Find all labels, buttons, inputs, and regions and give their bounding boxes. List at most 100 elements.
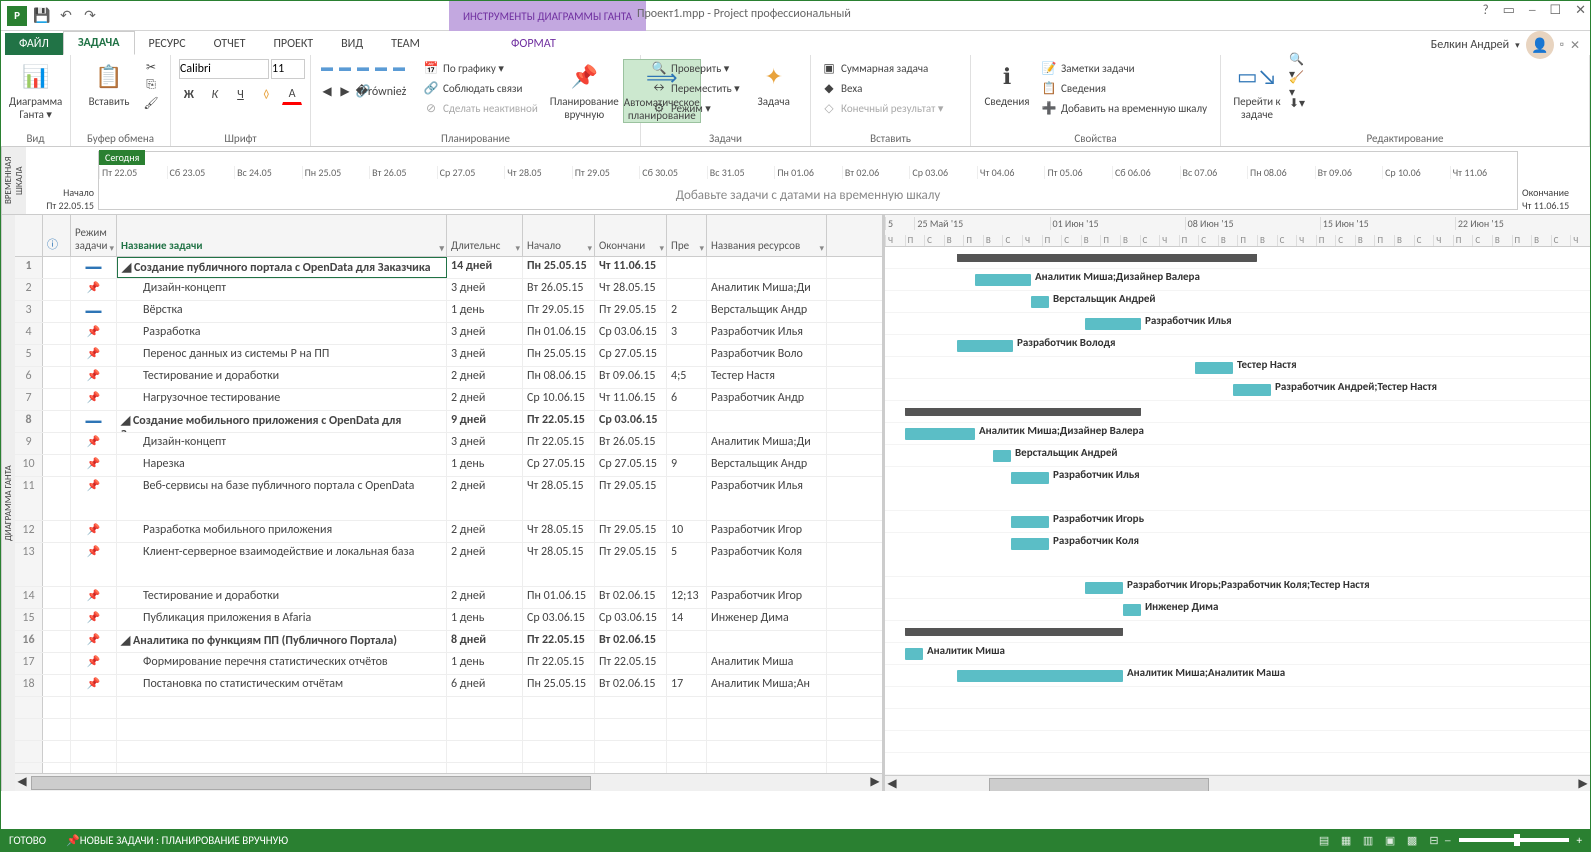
table-row[interactable]: 16◢ Аналитика по функциям ПП (Публичного… xyxy=(15,631,882,653)
ribbon-collapse-icon[interactable]: ▭ xyxy=(1503,3,1515,18)
table-row[interactable]: 12Разработка мобильного приложения2 дней… xyxy=(15,521,882,543)
gantt-row[interactable]: Аналитик Миша;Дизайнер Валера xyxy=(885,269,1590,291)
table-row[interactable]: 3Вёрстка1 деньПт 29.05.15Пт 29.05.152Вер… xyxy=(15,301,882,323)
gantt-row[interactable]: Разработчик Володя xyxy=(885,335,1590,357)
table-row[interactable]: 13Клиент-серверное взаимодействие и лока… xyxy=(15,543,882,587)
table-row[interactable]: 7Нагрузочное тестирование2 днейСр 10.06.… xyxy=(15,389,882,411)
gantt-row[interactable]: Разработчик Игорь;Разработчик Коля;Тесте… xyxy=(885,577,1590,599)
move-button[interactable]: ↔Переместить ▾ xyxy=(649,79,742,97)
table-row[interactable]: 17Формирование перечня статистических от… xyxy=(15,653,882,675)
col-row-num[interactable] xyxy=(15,215,43,256)
col-duration[interactable]: Длительнс▾ xyxy=(447,215,523,256)
maximize-icon[interactable]: ☐ xyxy=(1549,3,1561,18)
view-team-icon[interactable]: ▥ xyxy=(1357,831,1379,849)
timeline-track[interactable]: Сегодня Пт 22.05Сб 23.05Вс 24.05Пн 25.05… xyxy=(98,151,1518,210)
indent-icon[interactable]: ▶ xyxy=(337,83,353,99)
view-usage-icon[interactable]: ▦ xyxy=(1335,831,1357,849)
table-row[interactable]: 5Перенос данных из системы Р на ПП3 дней… xyxy=(15,345,882,367)
gantt-row[interactable]: Разработчик Игорь xyxy=(885,511,1590,533)
shortcut-icon[interactable]: ⊟ xyxy=(1423,831,1445,849)
col-name[interactable]: Название задачи▾ xyxy=(117,215,447,256)
gantt-row[interactable]: Аналитик Миша;Аналитик Маша xyxy=(885,665,1590,687)
paste-button[interactable]: 📋Вставить xyxy=(79,59,139,108)
save-icon[interactable]: 💾 xyxy=(33,7,51,25)
window-close-icon[interactable]: ✕ xyxy=(1570,38,1580,53)
bold-button[interactable]: Ж xyxy=(179,85,199,105)
format-painter-icon[interactable]: 🖌 xyxy=(143,95,159,111)
clear-icon[interactable]: 🧹▾ xyxy=(1289,77,1305,93)
tab-view[interactable]: ВИД xyxy=(327,33,377,55)
font-size-input[interactable] xyxy=(271,59,305,79)
col-pred[interactable]: Пре▾ xyxy=(667,215,707,256)
manual-schedule-button[interactable]: 📌Планирование вручную xyxy=(550,59,619,121)
gantt-row[interactable] xyxy=(885,247,1590,269)
gantt-body[interactable]: Аналитик Миша;Дизайнер ВалераВерстальщик… xyxy=(885,247,1590,775)
fill-color-button[interactable]: ◊ xyxy=(256,85,276,105)
tab-report[interactable]: ОТЧЕТ xyxy=(200,33,260,55)
tab-team[interactable]: TEAM xyxy=(377,33,434,55)
respect-links-button[interactable]: 🔗Соблюдать связи xyxy=(421,79,540,97)
gantt-row[interactable]: Аналитик Миша;Дизайнер Валера xyxy=(885,423,1590,445)
view-sheet-icon[interactable]: ▣ xyxy=(1379,831,1401,849)
zoom-slider[interactable] xyxy=(1459,838,1569,842)
table-row[interactable]: 8◢ Создание мобильного приложения с Open… xyxy=(15,411,882,433)
table-row[interactable]: 1◢ Создание публичного портала с OpenDat… xyxy=(15,257,882,279)
tab-resource[interactable]: РЕСУРС xyxy=(135,33,200,55)
tab-file[interactable]: ФАЙЛ xyxy=(5,33,63,55)
task-button[interactable]: ✦Задача xyxy=(746,59,802,108)
fill-icon[interactable]: ⬇▾ xyxy=(1289,95,1305,111)
col-info[interactable]: ⓘ xyxy=(43,215,71,256)
gantt-row[interactable] xyxy=(885,621,1590,643)
grid-h-scrollbar[interactable]: ◀▶ xyxy=(15,773,882,791)
outdent-icon[interactable]: ◀ xyxy=(319,83,335,99)
details-button[interactable]: 📋Сведения xyxy=(1039,79,1209,97)
deliverable-button[interactable]: ◇Конечный результат ▾ xyxy=(819,99,945,117)
gantt-row[interactable]: Разработчик Илья xyxy=(885,313,1590,335)
gantt-h-scrollbar[interactable]: ◀▶ xyxy=(885,775,1590,791)
undo-icon[interactable]: ↶ xyxy=(57,7,75,25)
help-icon[interactable]: ? xyxy=(1483,3,1489,18)
inactivate-button[interactable]: ⊘Сделать неактивной xyxy=(421,99,540,117)
gantt-row[interactable]: Разработчик Андрей;Тестер Настя xyxy=(885,379,1590,401)
gantt-row[interactable]: Аналитик Миша xyxy=(885,643,1590,665)
window-restore-icon[interactable]: ▫ xyxy=(1560,38,1564,52)
tab-project[interactable]: ПРОЕКТ xyxy=(259,33,327,55)
gantt-row[interactable] xyxy=(885,401,1590,423)
view-gantt-icon[interactable]: ▤ xyxy=(1313,831,1335,849)
table-row[interactable]: 10Нарезка1 деньСр 27.05.15Ср 27.05.159Ве… xyxy=(15,455,882,477)
col-finish[interactable]: Окончани▾ xyxy=(595,215,667,256)
table-row[interactable]: 2Дизайн-концепт3 днейВт 26.05.15Чт 28.05… xyxy=(15,279,882,301)
scroll-to-task-button[interactable]: ▭↘Перейти к задаче xyxy=(1229,59,1285,121)
table-row[interactable]: 14Тестирование и доработки2 днейПн 01.06… xyxy=(15,587,882,609)
gantt-row[interactable]: Разработчик Коля xyxy=(885,533,1590,577)
redo-icon[interactable]: ↷ xyxy=(81,7,99,25)
gantt-chart-button[interactable]: 📊Диаграмма Ганта ▾ xyxy=(9,59,62,121)
zoom-in-icon[interactable]: + xyxy=(1577,834,1582,847)
milestone-button[interactable]: ◆Веха xyxy=(819,79,945,97)
information-button[interactable]: ℹСведения xyxy=(979,59,1035,108)
view-report-icon[interactable]: ▩ xyxy=(1401,831,1423,849)
table-row[interactable]: 11Веб-сервисы на базе публичного портала… xyxy=(15,477,882,521)
tab-task[interactable]: ЗАДАЧА xyxy=(63,31,135,55)
underline-button[interactable]: Ч xyxy=(231,85,251,105)
tab-format[interactable]: ФОРМАТ xyxy=(497,33,570,55)
minimize-icon[interactable]: ─ xyxy=(1529,3,1536,18)
table-row[interactable]: 4Разработка3 днейПн 01.06.15Ср 03.06.153… xyxy=(15,323,882,345)
copy-icon[interactable]: ⎘ xyxy=(143,77,159,93)
mark-on-track-button[interactable]: 📅По графику ▾ xyxy=(421,59,540,77)
gantt-row[interactable]: Тестер Настя xyxy=(885,357,1590,379)
unlink-tasks-icon[interactable]: �również xyxy=(373,83,389,99)
col-mode[interactable]: Режим задачи▾ xyxy=(71,215,117,256)
font-color-button[interactable]: A xyxy=(282,85,302,105)
add-to-timeline-button[interactable]: ➕Добавить на временную шкалу xyxy=(1039,99,1209,117)
summary-task-button[interactable]: ▣Суммарная задача xyxy=(819,59,945,77)
gantt-row[interactable]: Разработчик Илья xyxy=(885,467,1590,511)
col-resources[interactable]: Названия ресурсов▾ xyxy=(707,215,827,256)
notes-button[interactable]: 📝Заметки задачи xyxy=(1039,59,1209,77)
gantt-row[interactable]: Инженер Дима xyxy=(885,599,1590,621)
italic-button[interactable]: К xyxy=(205,85,225,105)
inspect-button[interactable]: 🔍Проверить ▾ xyxy=(649,59,742,77)
table-row[interactable]: 15Публикация приложения в Afaria1 деньСр… xyxy=(15,609,882,631)
zoom-out-icon[interactable]: ─ xyxy=(1445,834,1451,847)
table-row[interactable]: 6Тестирование и доработки2 днейПн 08.06.… xyxy=(15,367,882,389)
